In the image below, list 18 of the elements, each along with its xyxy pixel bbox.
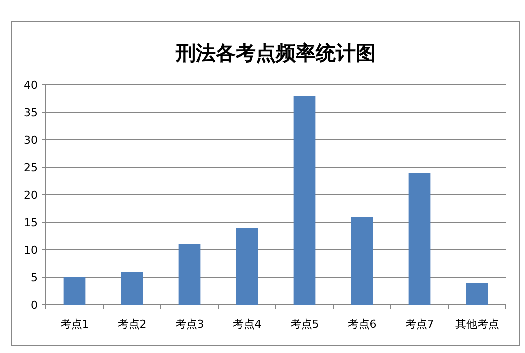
xtick: 考点1 xyxy=(60,318,90,331)
xtick: 考点4 xyxy=(232,318,262,331)
ytick: 20 xyxy=(24,189,38,202)
title: 刑法各考点频率统计图 xyxy=(176,41,376,65)
xtick: 考点6 xyxy=(348,318,377,331)
ytick: 30 xyxy=(24,134,38,147)
xtick: 考点2 xyxy=(118,318,147,331)
xtick: 考点3 xyxy=(175,318,204,331)
xtick: 其他考点 xyxy=(455,318,500,331)
ytick: 0 xyxy=(31,299,38,312)
ytick: 5 xyxy=(31,272,38,284)
ytick: 15 xyxy=(24,216,38,230)
ytick: 35 xyxy=(24,106,38,120)
xtick: 考点7 xyxy=(405,318,434,331)
ytick: 25 xyxy=(24,162,38,174)
ytick: 40 xyxy=(24,79,38,92)
ytick: 10 xyxy=(24,244,38,257)
xtick: 考点5 xyxy=(290,318,320,331)
